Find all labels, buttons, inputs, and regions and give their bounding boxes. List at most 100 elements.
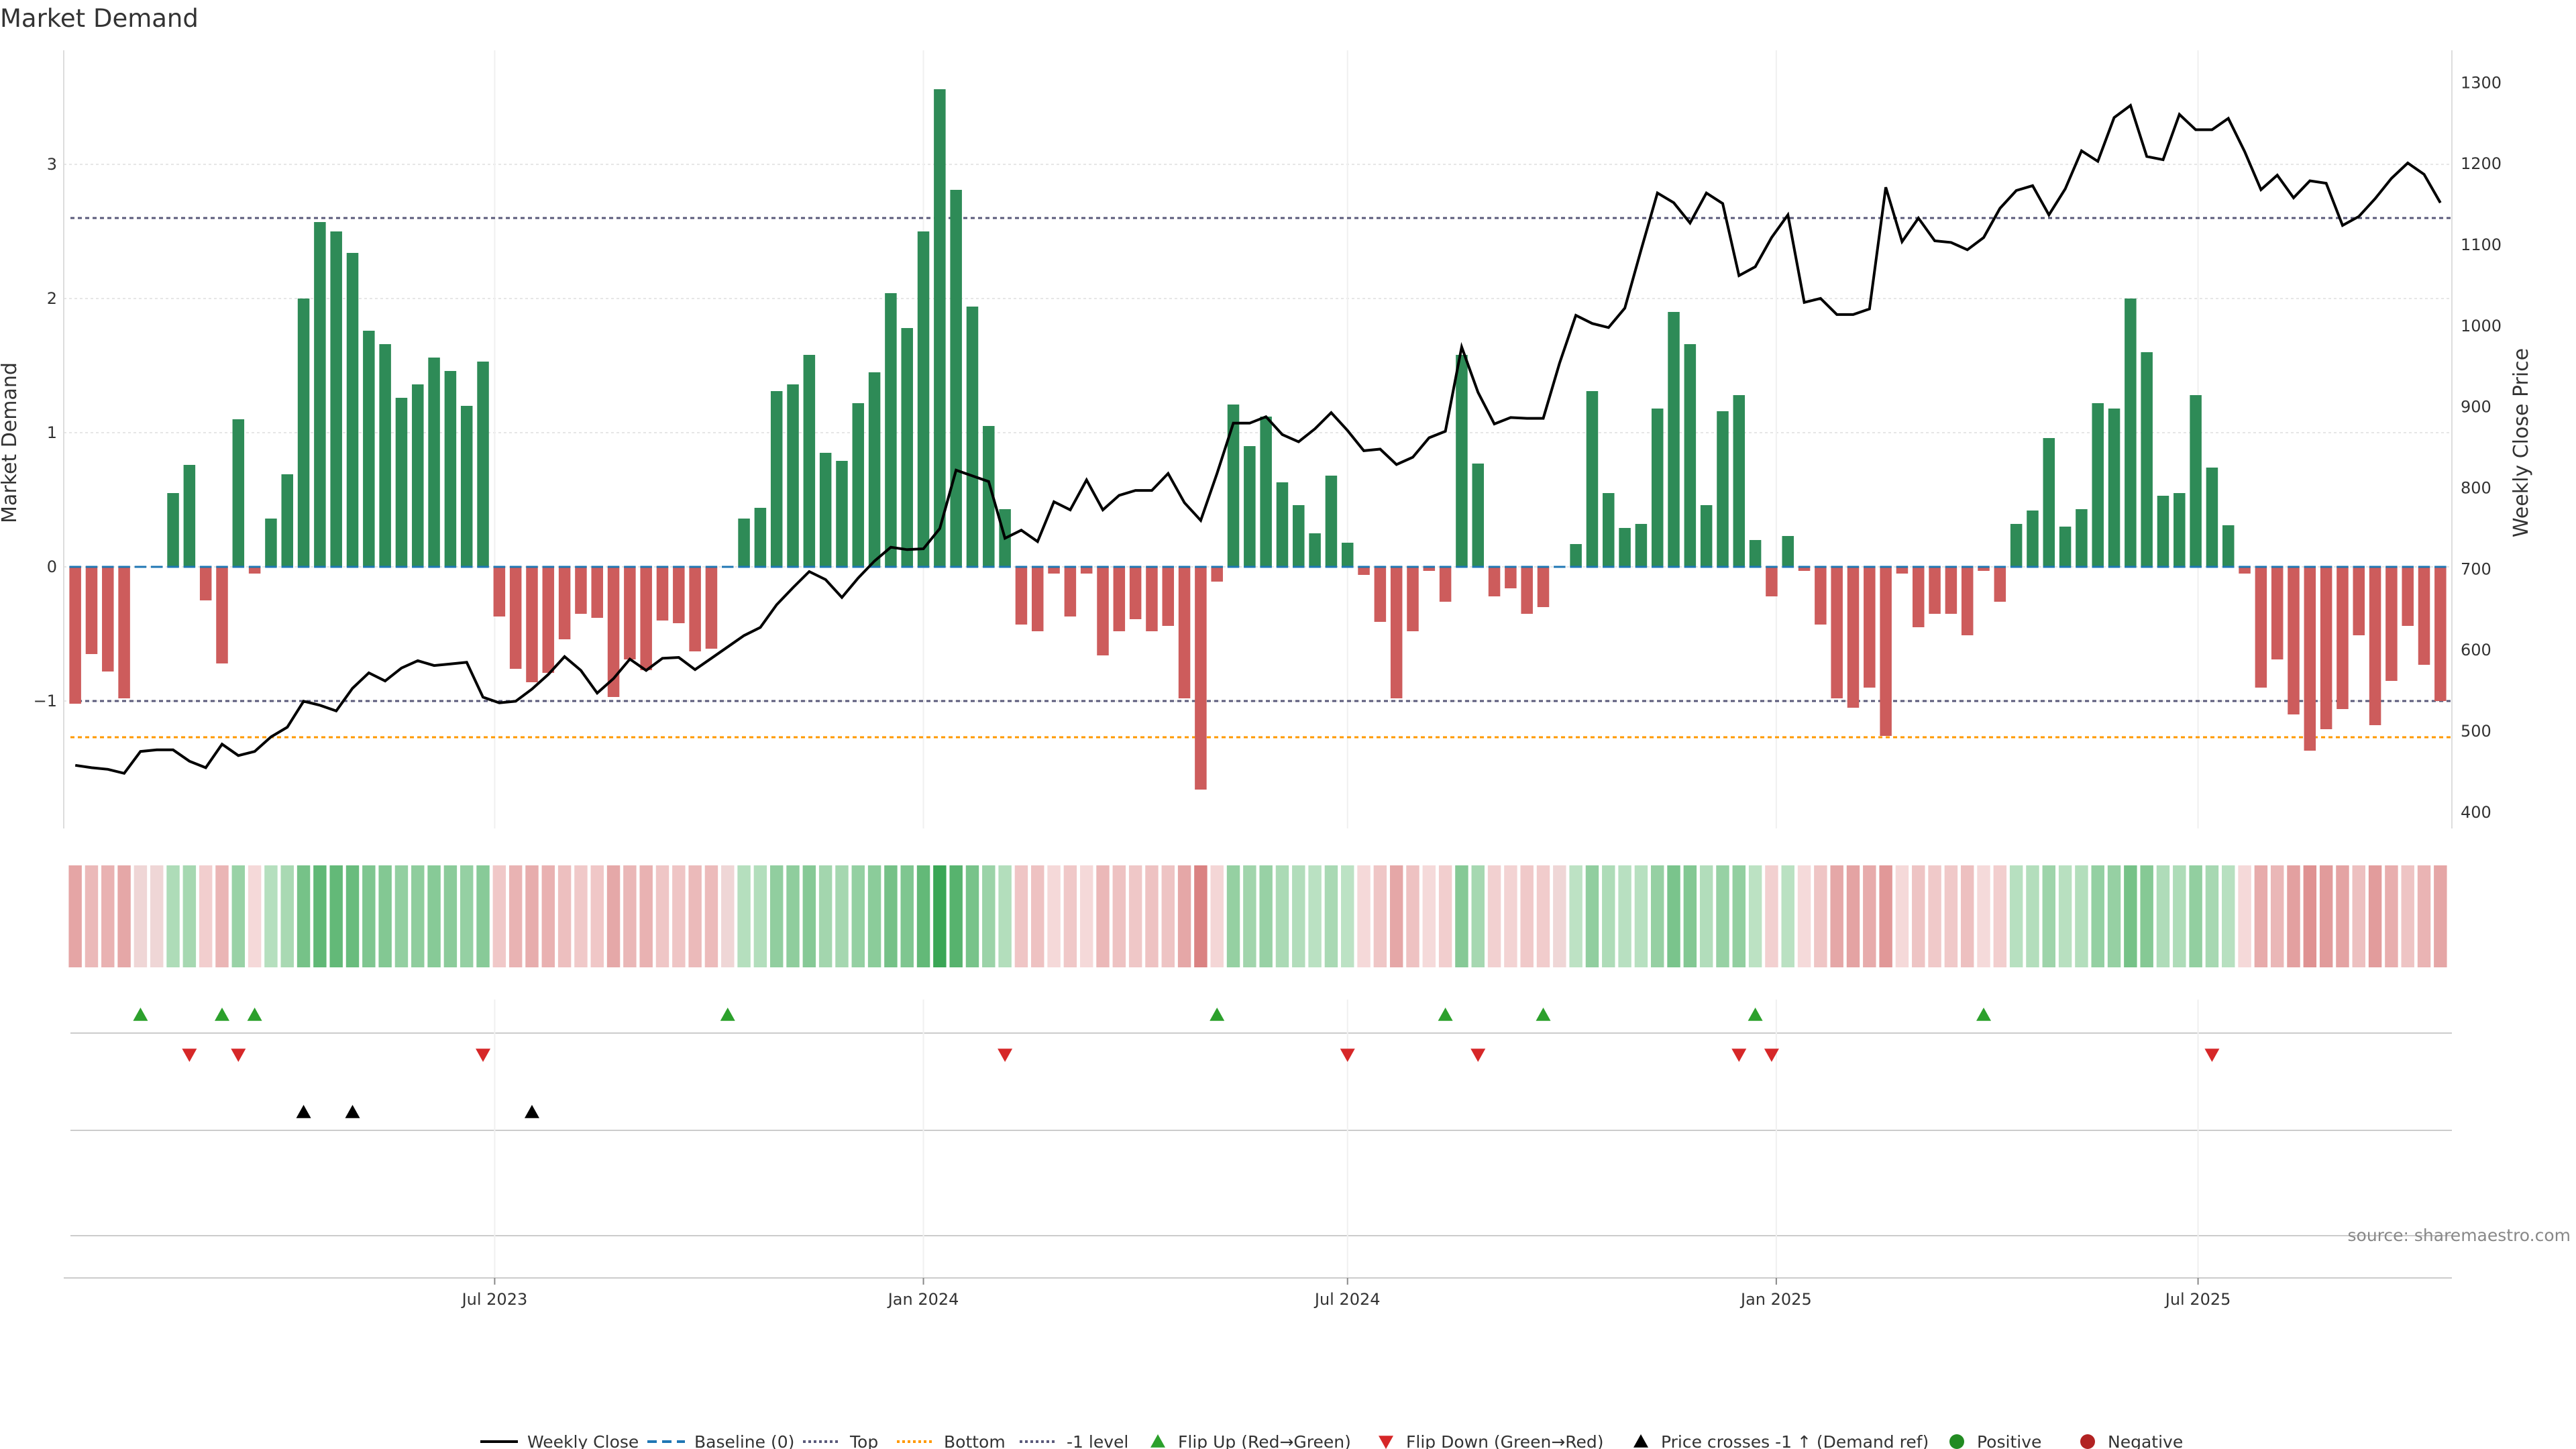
strip-cell <box>1145 865 1159 967</box>
demand-bar <box>1390 567 1403 698</box>
demand-bar <box>379 344 391 567</box>
strip-cell <box>998 865 1012 967</box>
strip-cell <box>884 865 898 967</box>
demand-bar <box>2206 468 2218 567</box>
demand-bar <box>1570 544 1582 567</box>
demand-bar <box>428 358 440 567</box>
demand-bar <box>167 493 179 567</box>
right-tick-label: 1000 <box>2461 317 2502 335</box>
strip-cell <box>916 865 930 967</box>
legend-swatch <box>1633 1434 1648 1448</box>
demand-bar <box>1358 567 1370 575</box>
demand-bar <box>69 567 81 704</box>
strip-cell <box>2091 865 2104 967</box>
demand-bar <box>1717 411 1729 567</box>
demand-bar <box>1064 567 1077 616</box>
strip-cell <box>818 865 833 967</box>
strip-cell <box>1895 865 1909 967</box>
strip-cell <box>297 865 311 967</box>
demand-bar <box>1015 567 1028 625</box>
demand-bar <box>1505 567 1517 588</box>
strip-cell <box>264 865 278 967</box>
demand-bar <box>297 299 310 567</box>
strip-cell <box>1553 865 1566 967</box>
flip-down-marker <box>182 1049 197 1062</box>
strip-cell <box>867 865 881 967</box>
legend-label: Flip Up (Red→Green) <box>1178 1432 1351 1449</box>
strip-cell <box>2058 865 2072 967</box>
strip-cell <box>1732 865 1746 967</box>
demand-bar <box>1309 533 1321 567</box>
demand-bar <box>2141 352 2153 567</box>
demand-bar <box>868 372 881 567</box>
strip-cell <box>2189 865 2202 967</box>
strip-cell <box>525 865 539 967</box>
demand-bar <box>852 403 865 567</box>
demand-bar <box>2402 567 2414 626</box>
demand-bar <box>1162 567 1175 626</box>
demand-bar <box>199 567 212 600</box>
demand-bar <box>102 567 114 672</box>
strip-cell <box>982 865 996 967</box>
demand-bar <box>412 384 424 567</box>
strip-cell <box>1977 865 1990 967</box>
flip-up-marker <box>1210 1008 1225 1021</box>
strip-cell <box>1243 865 1256 967</box>
demand-bar <box>542 567 555 673</box>
strip-cell <box>1438 865 1452 967</box>
strip-cell <box>1520 865 1534 967</box>
demand-bar <box>1113 567 1126 631</box>
demand-bar <box>1619 528 1631 567</box>
flip-up-marker <box>1438 1008 1453 1021</box>
demand-bars <box>69 89 2447 790</box>
strip-cell <box>2075 865 2088 967</box>
flip-down-marker <box>1764 1049 1779 1062</box>
demand-bar <box>1195 567 1207 790</box>
demand-bar <box>2304 567 2316 751</box>
flip-up-marker <box>1976 1008 1992 1021</box>
strip-cell <box>655 865 669 967</box>
strip-cell <box>1128 865 1142 967</box>
demand-bar <box>1439 567 1452 602</box>
demand-bar <box>1733 395 1746 567</box>
strip-cell <box>2417 865 2431 967</box>
strip-cell <box>2319 865 2333 967</box>
demand-bar <box>934 89 946 567</box>
strip-cell <box>2205 865 2219 967</box>
strip-cell <box>1079 865 1093 967</box>
demand-bar <box>1031 567 1044 631</box>
legend-item: Flip Down (Green→Red) <box>1379 1432 1604 1449</box>
strip-cell <box>1455 865 1468 967</box>
demand-bar <box>1244 446 1256 567</box>
strip-cell <box>378 865 392 967</box>
legend-item: Weekly Close <box>480 1432 639 1449</box>
strip-cell <box>1275 865 1289 967</box>
strip-cell <box>623 865 637 967</box>
source-note: source: sharemaestro.com <box>2348 1226 2571 1245</box>
strip-cell <box>1292 865 1305 967</box>
demand-bar <box>754 508 767 567</box>
strip-cell <box>949 865 963 967</box>
right-tick-label: 700 <box>2461 559 2491 578</box>
demand-bar <box>1341 543 1354 567</box>
strip-cell <box>672 865 686 967</box>
left-tick-label: 2 <box>47 289 57 308</box>
flip-up-marker <box>247 1008 262 1021</box>
strip-cell <box>786 865 800 967</box>
demand-bar <box>330 231 342 567</box>
strip-cell <box>1373 865 1387 967</box>
strip-cell <box>2222 865 2235 967</box>
strip-cell <box>1716 865 1729 967</box>
x-axis-ticks: Jul 2023 Jan 2024 Jul 2024 Jan 2025 Jul 2025 <box>64 1277 2452 1309</box>
strip-cell <box>1863 865 1876 967</box>
demand-bar <box>1635 524 1648 567</box>
legend-item: Bottom <box>897 1432 1006 1449</box>
left-axis-label: Market Demand <box>0 362 21 523</box>
legend-item: Flip Up (Red→Green) <box>1150 1432 1351 1449</box>
flip-up-marker <box>720 1008 735 1021</box>
legend-label: Baseline (0) <box>694 1432 794 1449</box>
demand-bar <box>1325 476 1338 567</box>
event-panels <box>70 1000 2452 1278</box>
price-cross-marker <box>524 1105 539 1118</box>
demand-bar <box>85 567 98 654</box>
